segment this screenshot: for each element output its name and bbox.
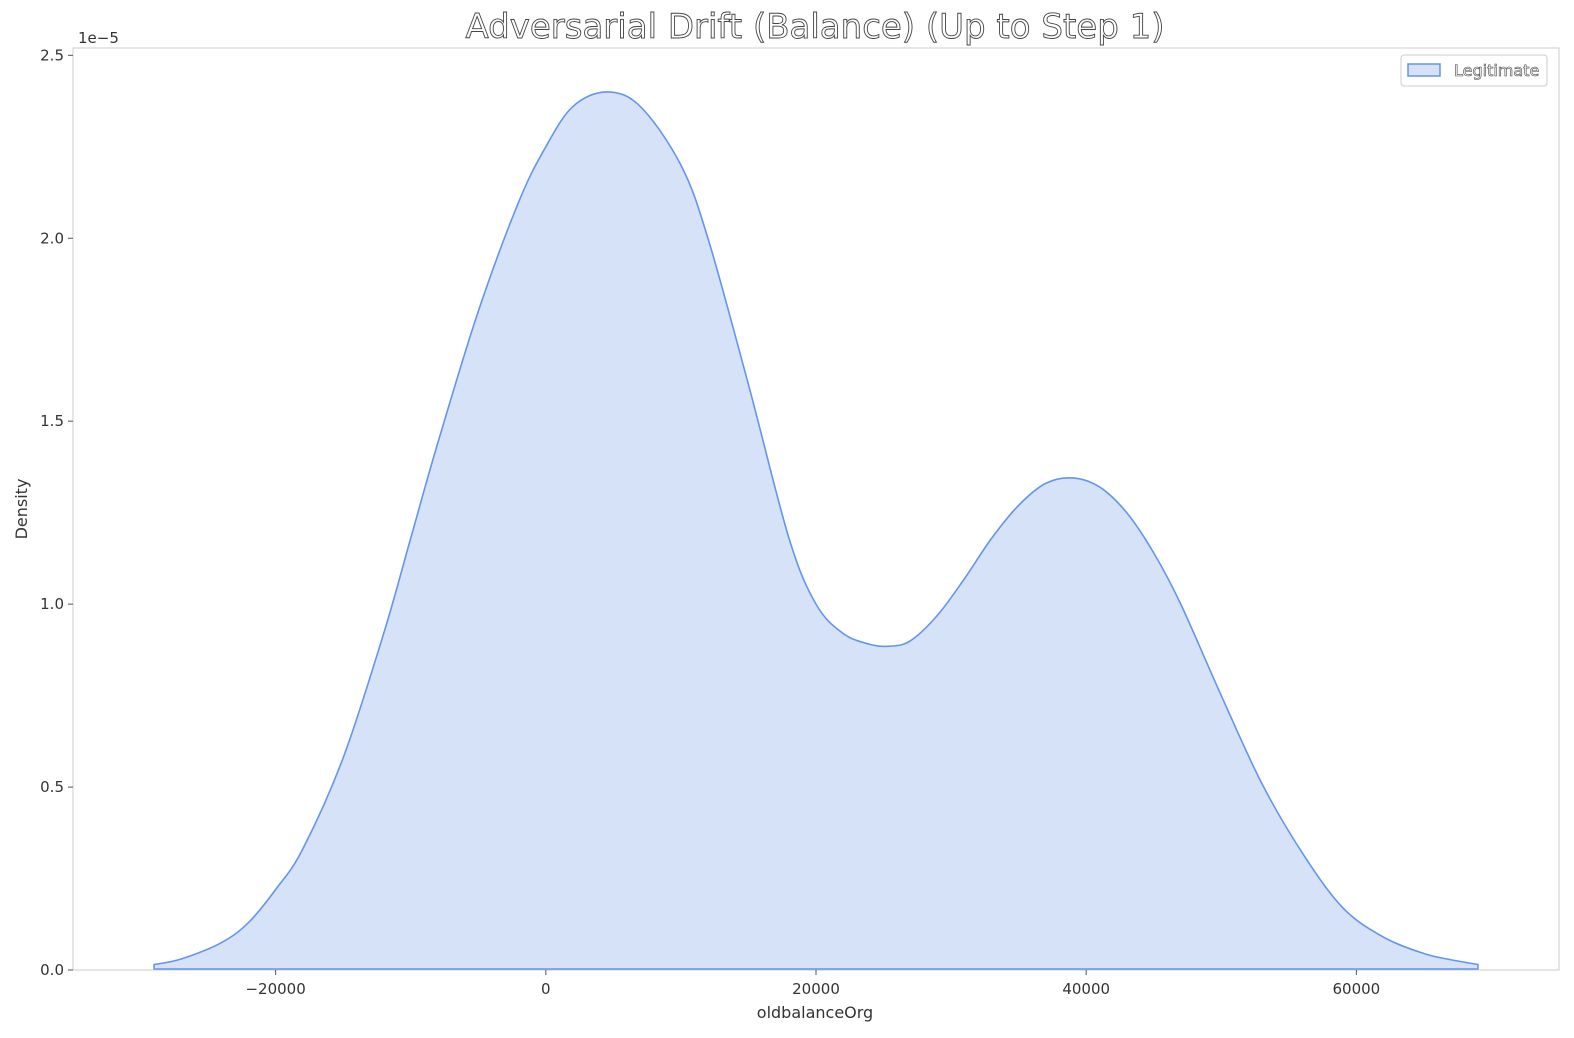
y-tick-label: 1.0: [40, 595, 64, 613]
y-tick-label: 2.0: [40, 229, 64, 247]
y-tick-label: 0.0: [40, 961, 64, 979]
y-tick-label: 1.5: [40, 412, 64, 430]
y-axis-ticks: 0.0 0.5 1.0 1.5 2.0 2.5: [40, 46, 73, 979]
x-axis-label: oldbalanceOrg: [757, 1003, 873, 1022]
x-axis-ticks: −20000 0 20000 40000 60000: [245, 970, 1380, 998]
series-area-0: [153, 91, 1479, 970]
legend-frame: [1400, 54, 1548, 87]
legend: Legitimate: [1400, 54, 1548, 87]
x-tick-label: 60000: [1333, 980, 1381, 998]
y-offset-label: 1e−5: [78, 29, 119, 47]
x-tick-label: 40000: [1062, 980, 1110, 998]
series-layer: [153, 91, 1479, 970]
x-tick-label: 20000: [792, 980, 840, 998]
y-tick-label: 2.5: [40, 46, 64, 64]
y-axis-label: Density: [12, 479, 31, 540]
legend-swatch: [1407, 63, 1441, 77]
x-tick-label: −20000: [245, 980, 305, 998]
y-tick-label: 0.5: [40, 778, 64, 796]
x-tick-label: 0: [541, 980, 551, 998]
chart-title: Adversarial Drift (Balance) (Up to Step …: [466, 7, 1165, 47]
legend-label: Legitimate: [1454, 61, 1539, 80]
